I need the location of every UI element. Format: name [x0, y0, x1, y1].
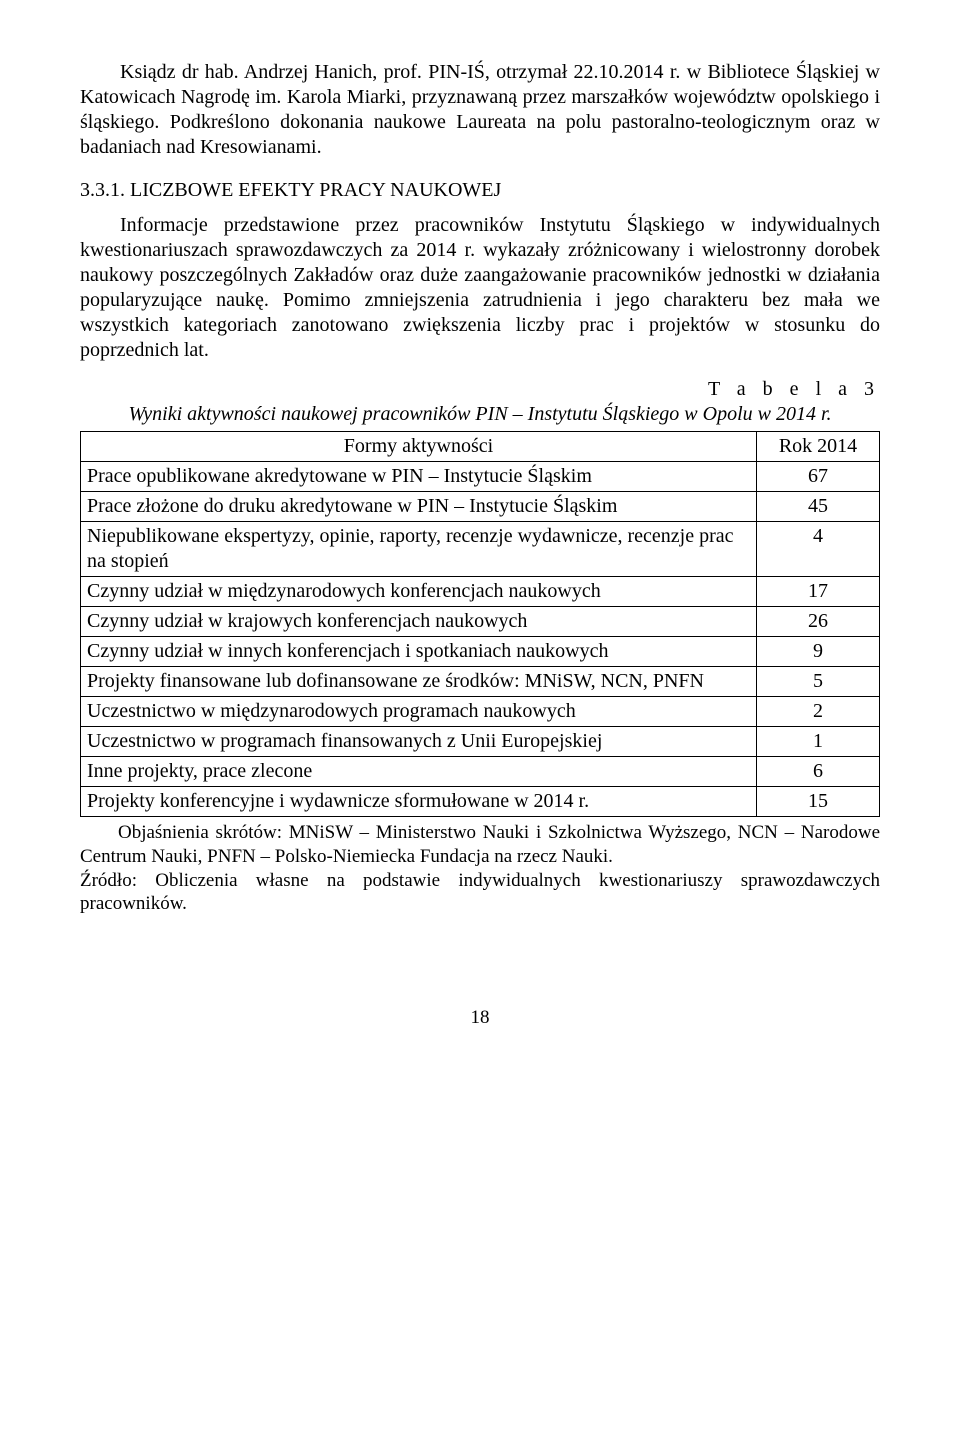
row-label: Projekty finansowane lub dofinansowane z…	[81, 667, 757, 697]
table-row: Inne projekty, prace zlecone 6	[81, 757, 880, 787]
source-note: Źródło: Obliczenia własne na podstawie i…	[80, 869, 880, 917]
row-value: 9	[757, 637, 880, 667]
body-paragraph: Informacje przedstawione przez pracownik…	[80, 213, 880, 363]
row-value: 5	[757, 667, 880, 697]
row-label: Czynny udział w międzynarodowych konfere…	[81, 577, 757, 607]
table-row: Niepublikowane ekspertyzy, opinie, rapor…	[81, 522, 880, 577]
table-row: Prace złożone do druku akredytowane w PI…	[81, 492, 880, 522]
table-row: Uczestnictwo w międzynarodowych programa…	[81, 697, 880, 727]
table-row: Projekty konferencyjne i wydawnicze sfor…	[81, 787, 880, 817]
table-row: Czynny udział w krajowych konferencjach …	[81, 607, 880, 637]
row-label: Uczestnictwo w programach finansowanych …	[81, 727, 757, 757]
row-value: 1	[757, 727, 880, 757]
heading-number: 3.3.1.	[80, 179, 125, 201]
row-label: Czynny udział w krajowych konferencjach …	[81, 607, 757, 637]
table-row: Uczestnictwo w programach finansowanych …	[81, 727, 880, 757]
row-value: 6	[757, 757, 880, 787]
activity-table: Formy aktywności Rok 2014 Prace opubliko…	[80, 431, 880, 817]
row-label: Niepublikowane ekspertyzy, opinie, rapor…	[81, 522, 757, 577]
table-row: Czynny udział w innych konferencjach i s…	[81, 637, 880, 667]
intro-paragraph: Ksiądz dr hab. Andrzej Hanich, prof. PIN…	[80, 60, 880, 160]
row-value: 15	[757, 787, 880, 817]
row-label: Uczestnictwo w międzynarodowych programa…	[81, 697, 757, 727]
abbreviations-note: Objaśnienia skrótów: MNiSW – Ministerstw…	[80, 821, 880, 869]
row-value: 4	[757, 522, 880, 577]
row-value: 45	[757, 492, 880, 522]
row-value: 17	[757, 577, 880, 607]
header-year: Rok 2014	[757, 432, 880, 462]
row-label: Inne projekty, prace zlecone	[81, 757, 757, 787]
table-row: Czynny udział w międzynarodowych konfere…	[81, 577, 880, 607]
section-heading: 3.3.1. LICZBOWE EFEKTY PRACY NAUKOWEJ	[80, 178, 880, 203]
table-label: T a b e l a 3	[80, 377, 880, 402]
row-value: 26	[757, 607, 880, 637]
row-value: 2	[757, 697, 880, 727]
row-label: Prace opublikowane akredytowane w PIN – …	[81, 462, 757, 492]
table-row: Prace opublikowane akredytowane w PIN – …	[81, 462, 880, 492]
table-row: Projekty finansowane lub dofinansowane z…	[81, 667, 880, 697]
page-number: 18	[80, 1006, 880, 1030]
heading-title: LICZBOWE EFEKTY PRACY NAUKOWEJ	[130, 179, 501, 201]
table-header-row: Formy aktywności Rok 2014	[81, 432, 880, 462]
table-caption: Wyniki aktywności naukowej pracowników P…	[80, 402, 880, 427]
row-value: 67	[757, 462, 880, 492]
row-label: Prace złożone do druku akredytowane w PI…	[81, 492, 757, 522]
header-forms: Formy aktywności	[81, 432, 757, 462]
row-label: Projekty konferencyjne i wydawnicze sfor…	[81, 787, 757, 817]
row-label: Czynny udział w innych konferencjach i s…	[81, 637, 757, 667]
